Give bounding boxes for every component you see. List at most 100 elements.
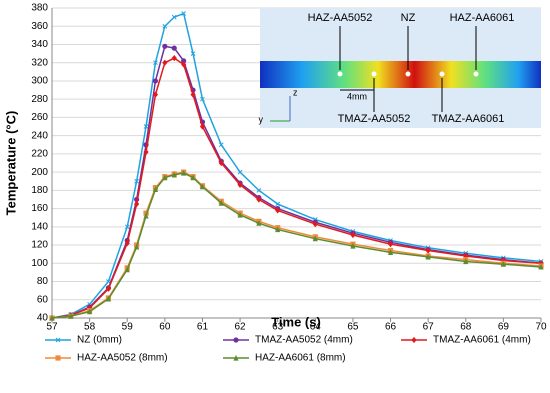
marker xyxy=(143,124,149,129)
marker xyxy=(171,55,177,62)
y-tick-label: 60 xyxy=(37,294,49,305)
marker xyxy=(237,181,243,188)
marker xyxy=(181,61,187,68)
x-tick-label: 57 xyxy=(46,322,58,333)
inset-label: HAZ-AA6061 xyxy=(450,12,515,24)
marker xyxy=(162,174,168,181)
series-line xyxy=(51,45,542,319)
series-line xyxy=(51,57,542,319)
y-tick-label: 340 xyxy=(31,39,48,50)
inset-arrows xyxy=(270,26,477,122)
marker xyxy=(181,11,187,16)
legend-label: HAZ-AA6061 (8mm) xyxy=(255,353,346,364)
y-tick-label: 120 xyxy=(31,240,48,251)
series-line xyxy=(51,12,542,319)
marker xyxy=(256,220,262,226)
marker xyxy=(124,266,130,273)
marker xyxy=(425,247,431,254)
marker xyxy=(68,313,74,319)
legend-label: TMAZ-AA5052 (4mm) xyxy=(255,335,353,346)
marker xyxy=(124,224,130,230)
marker xyxy=(218,200,224,206)
x-tick-label: 70 xyxy=(535,322,547,333)
marker xyxy=(411,336,417,344)
marker xyxy=(350,242,356,249)
marker xyxy=(538,263,544,270)
inset-label: z xyxy=(293,87,298,97)
marker xyxy=(152,78,159,84)
marker xyxy=(387,249,394,255)
legend-label: NZ (0mm) xyxy=(77,335,122,346)
probe-point xyxy=(337,71,343,77)
marker xyxy=(312,220,318,228)
marker xyxy=(190,91,196,98)
y-tick-label: 40 xyxy=(37,313,49,324)
marker xyxy=(181,58,187,64)
marker xyxy=(237,211,243,218)
marker xyxy=(237,169,243,175)
marker xyxy=(275,226,281,233)
y-tick-label: 140 xyxy=(31,221,48,232)
x-tick-label: 64 xyxy=(310,322,322,333)
x-tick-label: 61 xyxy=(197,322,209,333)
inset-label: TMAZ-AA5052 xyxy=(338,113,411,125)
inset-label: HAZ-AA5052 xyxy=(308,12,373,24)
x-tick-label: 62 xyxy=(235,322,247,333)
x-axis-title: Time (s) xyxy=(271,314,321,329)
x-tick-label: 65 xyxy=(347,322,359,333)
marker xyxy=(256,196,262,203)
marker xyxy=(350,231,356,239)
marker xyxy=(218,159,224,167)
marker xyxy=(275,207,281,214)
marker xyxy=(87,308,93,315)
marker xyxy=(425,253,431,260)
marker xyxy=(218,142,224,148)
y-tick-label: 160 xyxy=(31,203,48,214)
series-line xyxy=(51,172,542,319)
marker xyxy=(200,96,205,102)
x-tick-label: 63 xyxy=(272,322,284,333)
plot-area: 40 60 80 100 120 140 160 180 200 220 240 260 280 300 3… xyxy=(31,3,547,364)
inset-label: NZ xyxy=(401,12,416,24)
marker xyxy=(143,148,149,156)
inset-label: y xyxy=(259,114,264,124)
marker xyxy=(105,295,112,302)
inset-label: 4mm xyxy=(347,91,367,101)
marker xyxy=(152,91,159,98)
x-tick-label: 60 xyxy=(159,322,171,333)
marker xyxy=(162,23,168,29)
y-tick-label: 100 xyxy=(31,258,48,269)
marker xyxy=(275,201,281,207)
marker xyxy=(143,212,149,219)
probe-point xyxy=(439,71,445,77)
y-tick-label: 360 xyxy=(31,21,48,32)
x-tick-label: 67 xyxy=(423,322,435,333)
marker xyxy=(152,186,159,193)
probe-point xyxy=(473,71,479,77)
marker xyxy=(171,171,177,178)
marker xyxy=(105,285,112,292)
marker xyxy=(181,169,187,176)
y-tick-label: 380 xyxy=(31,3,48,14)
marker xyxy=(153,60,158,66)
x-tick-label: 68 xyxy=(460,322,472,333)
marker xyxy=(124,240,130,247)
x-tick-label: 58 xyxy=(84,322,96,333)
x-tick-label: 59 xyxy=(122,322,134,333)
marker xyxy=(199,123,206,130)
probe-point xyxy=(371,71,377,77)
marker xyxy=(55,337,61,343)
y-tick-label: 300 xyxy=(31,76,48,87)
marker xyxy=(463,258,469,265)
marker xyxy=(233,337,239,343)
marker xyxy=(134,178,139,184)
marker xyxy=(134,243,140,250)
marker xyxy=(171,45,177,51)
y-tick-label: 220 xyxy=(31,149,48,160)
marker xyxy=(190,51,196,56)
marker xyxy=(134,200,140,208)
x-tick-label: 66 xyxy=(385,322,397,333)
marker xyxy=(55,355,61,361)
probe-point xyxy=(405,71,411,77)
